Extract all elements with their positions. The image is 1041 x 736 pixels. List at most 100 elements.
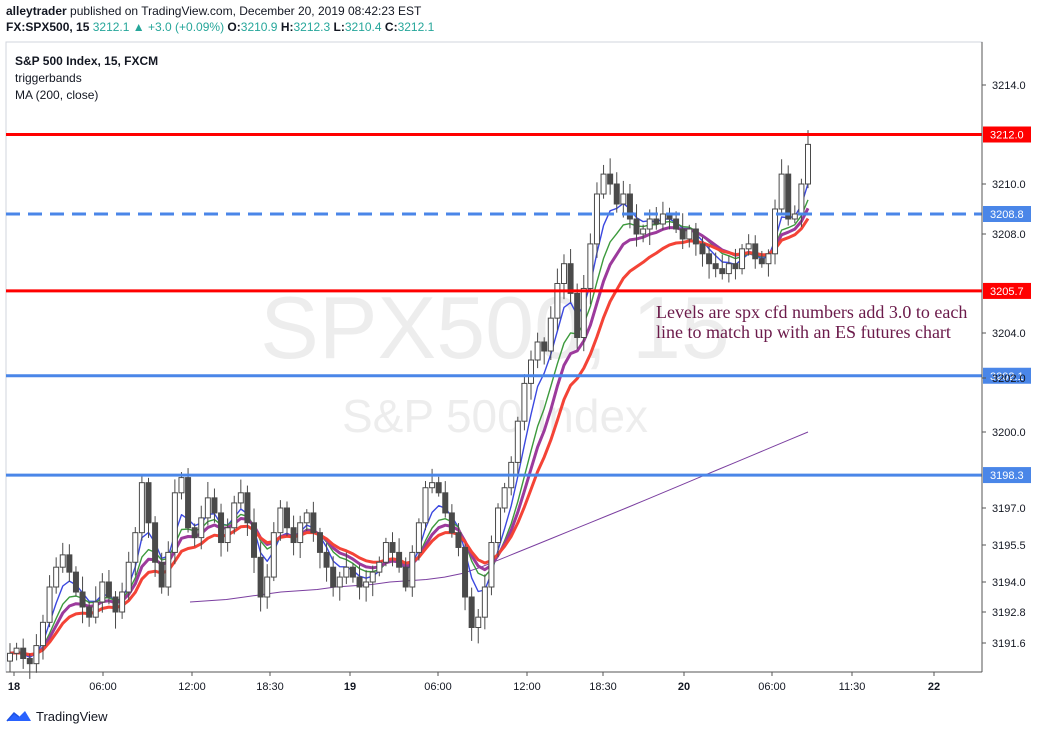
time-axis[interactable]: 18 06:00 12:00 18:30 19 06:00 12:00 18:30 20 06:0… — [6, 671, 982, 693]
candle-up — [659, 213, 666, 225]
candle-up — [528, 359, 535, 384]
level-lines[interactable]: 3212.0 3208.8 3205.7 3202.1 3198.3 — [6, 126, 1031, 484]
candle-up — [224, 527, 231, 544]
y-tick-label: 3202.0 — [992, 373, 1026, 385]
price-change: +3.0 (+0.09%) — [148, 20, 225, 34]
candle-down — [66, 554, 73, 573]
level-tag-label: 3212.0 — [990, 130, 1024, 142]
y-tick-label: 3204.0 — [992, 328, 1026, 340]
candle-up — [415, 522, 422, 553]
candle-down — [574, 292, 581, 338]
candle-up — [686, 228, 693, 240]
price-chart[interactable]: SPX500, 15 S&P 500 Index 3212.0 3208.8 320… — [0, 40, 1041, 704]
chart-legend: S&P 500 Index, 15, FXCM triggerbands MA … — [15, 53, 158, 104]
candle-up — [580, 287, 587, 338]
candle-up — [409, 551, 416, 588]
y-tick-label: 3197.0 — [992, 503, 1026, 515]
candle-up — [99, 581, 106, 603]
tradingview-brand[interactable]: TradingView — [36, 708, 108, 724]
level-tag-3208.8 — [983, 206, 1031, 222]
candle-down — [613, 183, 620, 205]
candle-down — [673, 218, 680, 230]
candle-up — [805, 143, 811, 185]
candle-up — [336, 576, 343, 588]
candle-down — [706, 253, 713, 265]
y-tick-label: 3191.6 — [992, 638, 1026, 650]
candle-up — [46, 586, 53, 623]
x-tick-label: 18 — [8, 681, 20, 693]
candle-up — [204, 497, 211, 519]
level-tag-label: 3205.7 — [990, 286, 1024, 298]
candle-up — [739, 248, 746, 270]
candle-up — [132, 532, 139, 563]
candle-up — [475, 616, 482, 629]
high-value: 3212.3 — [293, 20, 331, 34]
candle-down — [152, 522, 159, 563]
chart-header: alleytrader published on TradingView.com… — [6, 3, 434, 35]
candle-down — [732, 263, 739, 270]
x-tick-label: 06:00 — [89, 681, 117, 693]
watermark-name: S&P 500 Index — [342, 390, 648, 442]
y-tick-label: 3214.0 — [992, 80, 1026, 92]
last-price: 3212.1 — [92, 20, 130, 34]
candle-up — [53, 566, 60, 588]
y-tick-label: 3200.0 — [992, 427, 1026, 439]
candle-down — [785, 173, 792, 220]
candle-down — [468, 596, 475, 628]
candle-down — [310, 512, 317, 534]
candle-down — [330, 566, 337, 588]
level-tag-label: 3198.3 — [990, 470, 1024, 482]
candle-down — [692, 228, 699, 245]
close-value: 3212.1 — [397, 20, 435, 34]
candle-up — [297, 522, 304, 544]
candle-up — [119, 591, 126, 613]
candle-up — [382, 542, 389, 563]
candle-down — [185, 477, 192, 529]
candle-up — [488, 542, 495, 588]
candle-up — [560, 263, 567, 284]
x-tick-label: 06:00 — [758, 681, 786, 693]
candle-up — [745, 243, 752, 250]
candle-down — [105, 581, 112, 598]
candle-up — [376, 561, 383, 573]
candle-down — [79, 591, 86, 608]
x-tick-label: 20 — [678, 681, 690, 693]
legend-indicator-triggerbands[interactable]: triggerbands — [15, 71, 82, 85]
candle-down — [541, 341, 548, 352]
candle-up — [343, 566, 350, 578]
candle-down — [752, 243, 759, 260]
published-text: published on TradingView.com, December 2… — [70, 4, 422, 18]
publisher-name[interactable]: alleytrader — [6, 4, 67, 18]
legend-indicator-ma[interactable]: MA (200, close) — [15, 88, 99, 102]
candle-down — [679, 228, 686, 240]
candle-up — [495, 507, 502, 544]
candle-up — [363, 581, 370, 588]
candle-down — [112, 596, 119, 613]
candle-up — [554, 283, 561, 319]
candle-up — [39, 621, 46, 647]
low-value: 3210.4 — [344, 20, 382, 34]
candle-down — [633, 218, 640, 235]
candle-up — [277, 507, 284, 534]
legend-title[interactable]: S&P 500 Index, 15, FXCM — [15, 54, 159, 68]
candle-up — [725, 263, 732, 275]
candle-down — [442, 492, 449, 514]
candle-down — [699, 243, 706, 255]
level-tag-label: 3202.1 — [990, 371, 1024, 383]
candle-up — [514, 420, 521, 463]
candle-down — [218, 512, 225, 544]
candle-up — [481, 586, 488, 618]
candle-up — [171, 492, 178, 553]
level-tag-label: 3208.8 — [990, 209, 1024, 221]
candle-down — [257, 556, 264, 598]
candle-down — [448, 512, 455, 534]
candle-up — [125, 561, 132, 593]
x-tick-label: 18:30 — [589, 681, 617, 693]
x-tick-label: 06:00 — [424, 681, 452, 693]
candle-up — [198, 517, 205, 539]
band-slowest — [9, 217, 810, 657]
candle-down — [72, 571, 79, 593]
candle-down — [251, 522, 258, 558]
price-axis[interactable]: 3214.0 3210.0 3208.0 3204.0 3202.0 3200.0 3197… — [981, 42, 1026, 672]
y-tick-label: 3194.0 — [992, 577, 1026, 589]
